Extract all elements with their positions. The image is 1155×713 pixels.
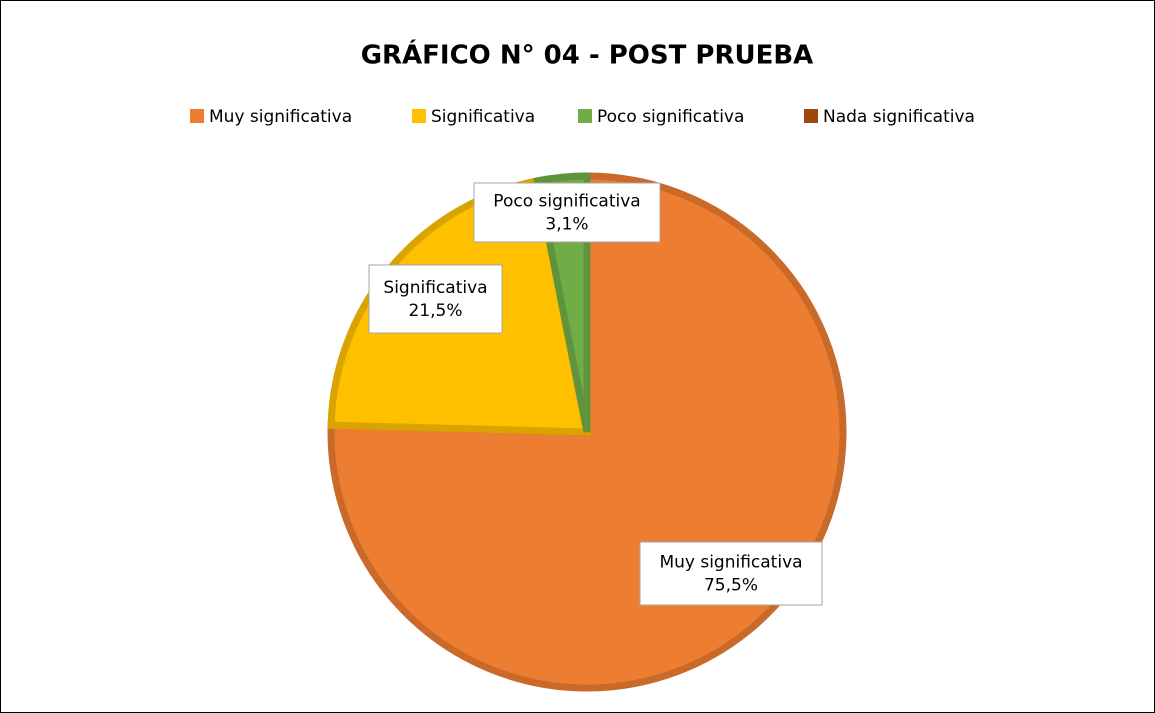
chart-title: GRÁFICO N° 04 - POST PRUEBA (361, 39, 814, 71)
data-label-value: 3,1% (545, 215, 588, 235)
legend-label: Nada significativa (823, 107, 975, 127)
legend-label: Poco significativa (597, 107, 744, 127)
data-label-category: Muy significativa (659, 553, 802, 573)
data-label-box (639, 541, 823, 606)
data-label-box (368, 264, 503, 334)
legend-swatch (412, 109, 426, 123)
legend-swatch (190, 109, 204, 123)
data-label-value: 21,5% (408, 301, 462, 321)
data-label-box (473, 182, 661, 243)
data-label-value: 75,5% (704, 576, 758, 596)
legend-label: Muy significativa (209, 107, 352, 127)
data-label-category: Poco significativa (493, 192, 640, 212)
legend-label: Significativa (431, 107, 535, 127)
legend-swatch (804, 109, 818, 123)
data-label-category: Significativa (383, 278, 487, 298)
legend-swatch (578, 109, 592, 123)
